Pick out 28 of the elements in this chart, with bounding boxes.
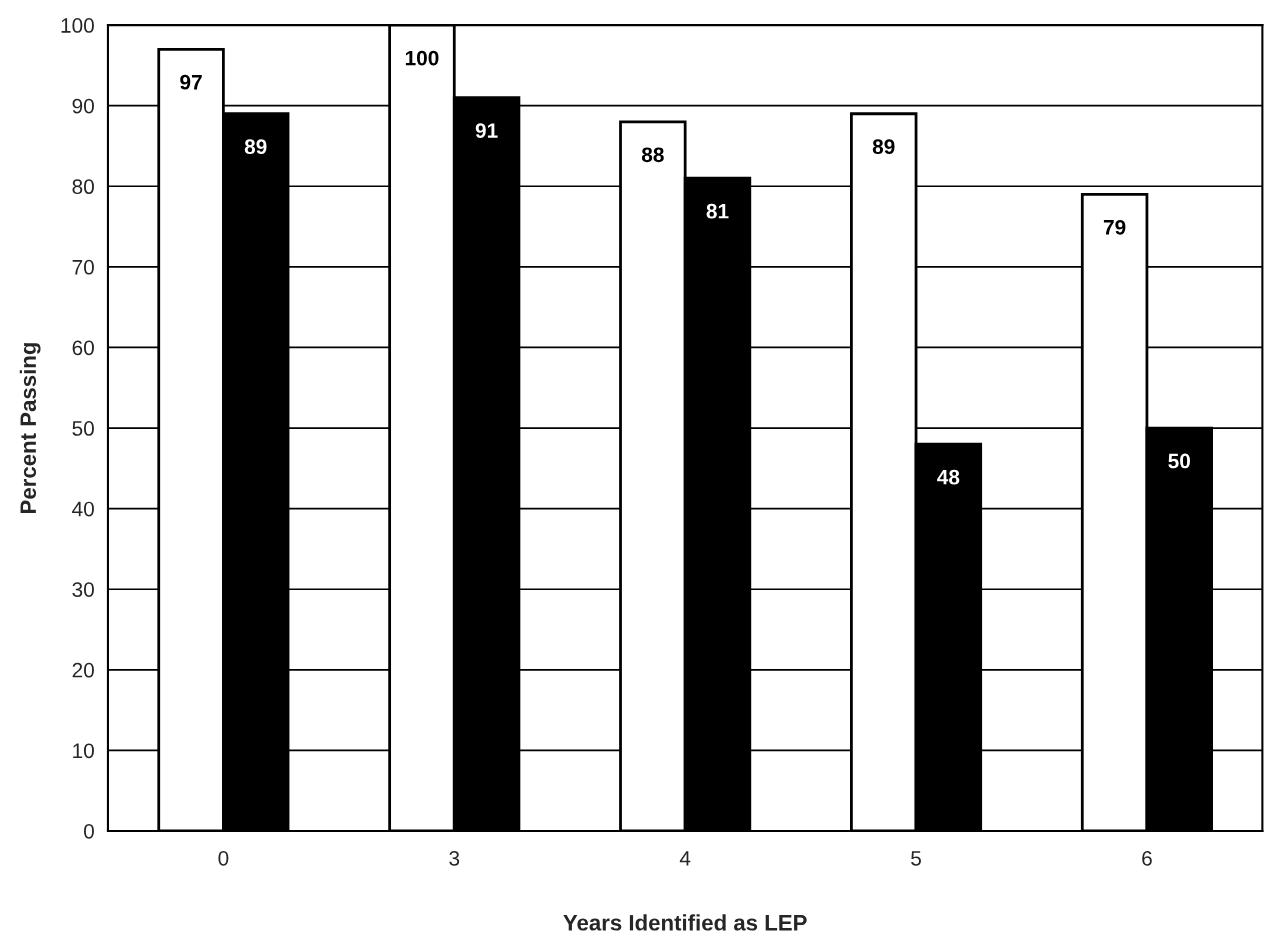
x-tick-label: 0 bbox=[218, 850, 229, 866]
data-label: 97 bbox=[180, 74, 202, 90]
data-label: 89 bbox=[872, 139, 895, 155]
x-axis-title: Years Identified as LEP bbox=[563, 914, 807, 931]
x-tick-label: 5 bbox=[911, 851, 921, 866]
y-tick-label: 40 bbox=[72, 501, 94, 517]
data-label: 50 bbox=[1168, 453, 1190, 469]
x-tick-label: 4 bbox=[679, 851, 691, 866]
y-tick-label: 90 bbox=[72, 98, 94, 114]
data-label: 81 bbox=[706, 203, 729, 219]
x-tick-label: 3 bbox=[449, 850, 460, 866]
y-axis-title: Percent Passing bbox=[19, 343, 41, 514]
y-tick-label: 100 bbox=[61, 18, 94, 33]
y-tick-label: 60 bbox=[72, 340, 94, 356]
y-tick-label: 30 bbox=[72, 582, 94, 597]
data-label: 88 bbox=[641, 147, 664, 163]
y-tick-label: 0 bbox=[83, 823, 94, 839]
data-label: 89 bbox=[244, 139, 267, 155]
y-tick-label: 80 bbox=[72, 179, 94, 195]
x-tick-label: 6 bbox=[1142, 850, 1152, 866]
y-tick-label: 10 bbox=[73, 743, 94, 759]
y-tick-label: 20 bbox=[72, 662, 94, 678]
data-label: 100 bbox=[405, 50, 439, 66]
data-label: 91 bbox=[475, 123, 498, 138]
data-label: 48 bbox=[937, 469, 960, 485]
y-tick-label: 50 bbox=[72, 421, 94, 436]
y-tick-label: 70 bbox=[72, 259, 94, 275]
data-label: 79 bbox=[1103, 219, 1126, 235]
